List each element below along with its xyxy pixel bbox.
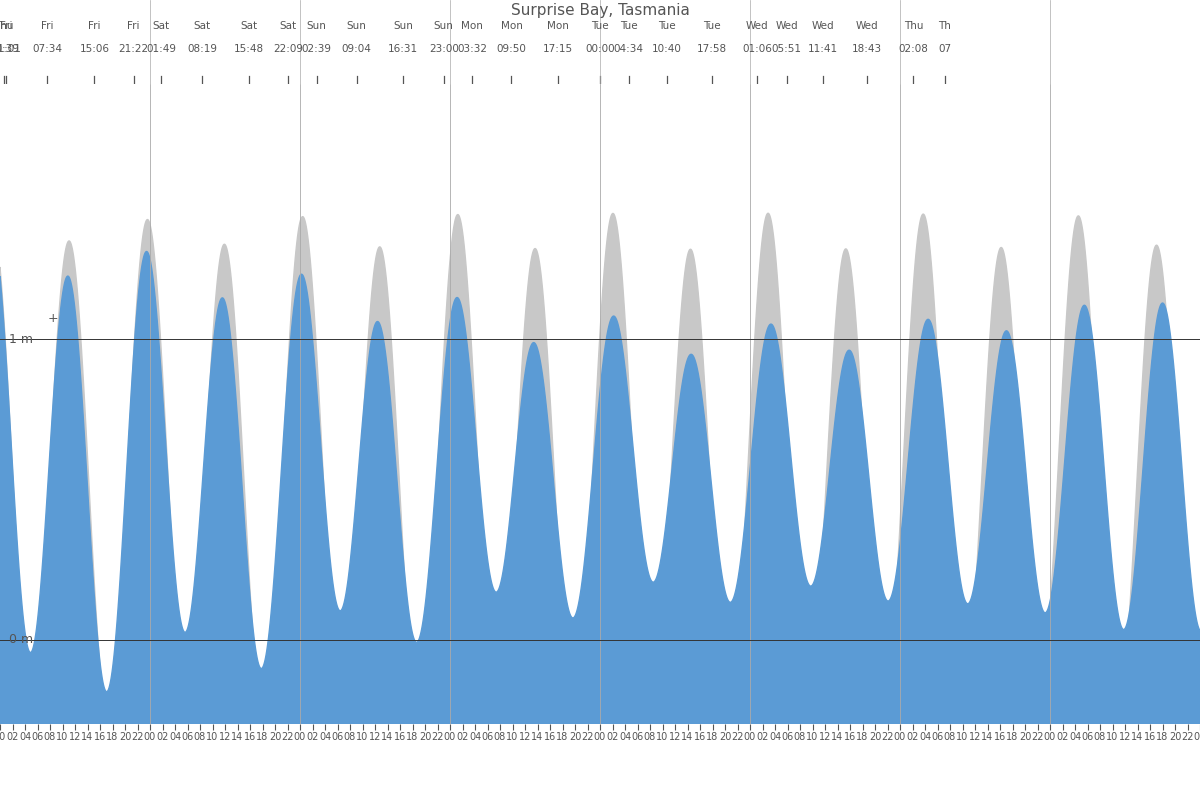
- Text: Sun: Sun: [307, 21, 326, 31]
- Text: 09:50: 09:50: [497, 44, 527, 54]
- Text: 02:08: 02:08: [899, 44, 929, 54]
- Text: Wed: Wed: [745, 21, 768, 31]
- Text: Wed: Wed: [811, 21, 834, 31]
- Text: Sat: Sat: [280, 21, 298, 31]
- Text: 23:00: 23:00: [428, 44, 458, 54]
- Text: 00:39: 00:39: [0, 44, 19, 54]
- Text: Thu: Thu: [904, 21, 923, 31]
- Text: Sun: Sun: [434, 21, 454, 31]
- Text: 07: 07: [938, 44, 952, 54]
- Text: 21:22: 21:22: [119, 44, 149, 54]
- Text: Fri: Fri: [41, 21, 54, 31]
- Text: Mon: Mon: [461, 21, 482, 31]
- Text: 15:06: 15:06: [79, 44, 109, 54]
- Text: Sun: Sun: [347, 21, 367, 31]
- Text: 07:34: 07:34: [32, 44, 62, 54]
- Text: Thu: Thu: [0, 21, 14, 31]
- Text: 16:31: 16:31: [388, 44, 419, 54]
- Text: 17:15: 17:15: [542, 44, 572, 54]
- Text: Fri: Fri: [127, 21, 140, 31]
- Text: Sun: Sun: [394, 21, 413, 31]
- Text: 09:04: 09:04: [342, 44, 372, 54]
- Text: 15:48: 15:48: [234, 44, 264, 54]
- Text: +: +: [48, 312, 59, 325]
- Text: 01:49: 01:49: [146, 44, 176, 54]
- Text: Tue: Tue: [703, 21, 721, 31]
- Text: Th: Th: [938, 21, 952, 31]
- Text: Sat: Sat: [240, 21, 257, 31]
- Text: 11:41: 11:41: [808, 44, 838, 54]
- Text: Sat: Sat: [152, 21, 170, 31]
- Text: 04:34: 04:34: [613, 44, 643, 54]
- Text: 00:00: 00:00: [586, 44, 614, 54]
- Text: 05:51: 05:51: [772, 44, 802, 54]
- Text: 17:58: 17:58: [697, 44, 727, 54]
- Text: 18:43: 18:43: [852, 44, 882, 54]
- Text: Sat: Sat: [193, 21, 210, 31]
- Text: Tue: Tue: [592, 21, 608, 31]
- Text: 08:19: 08:19: [187, 44, 217, 54]
- Text: Tue: Tue: [658, 21, 676, 31]
- Text: Wed: Wed: [856, 21, 878, 31]
- Text: Wed: Wed: [775, 21, 798, 31]
- Text: 01:06: 01:06: [742, 44, 772, 54]
- Text: 10:40: 10:40: [652, 44, 682, 54]
- Text: 03:32: 03:32: [457, 44, 487, 54]
- Text: Tue: Tue: [619, 21, 637, 31]
- Text: 02:39: 02:39: [301, 44, 331, 54]
- Text: 22:09: 22:09: [274, 44, 304, 54]
- Text: 1 m: 1 m: [10, 333, 34, 346]
- Text: Mon: Mon: [500, 21, 522, 31]
- Text: Surprise Bay, Tasmania: Surprise Bay, Tasmania: [510, 2, 690, 18]
- Text: Fri: Fri: [0, 21, 13, 31]
- Text: Fri: Fri: [88, 21, 101, 31]
- Text: Mon: Mon: [547, 21, 569, 31]
- Text: 01:01: 01:01: [0, 44, 22, 54]
- Text: 0 m: 0 m: [10, 634, 34, 646]
